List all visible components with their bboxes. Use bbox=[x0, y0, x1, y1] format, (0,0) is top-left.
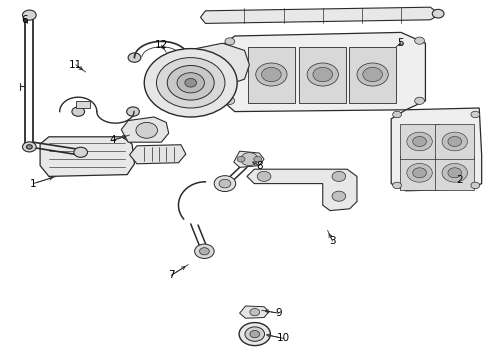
Circle shape bbox=[412, 168, 426, 178]
Polygon shape bbox=[129, 145, 185, 164]
Circle shape bbox=[214, 176, 235, 192]
Text: 4: 4 bbox=[109, 135, 116, 145]
Circle shape bbox=[244, 327, 264, 341]
Circle shape bbox=[447, 136, 461, 147]
Circle shape bbox=[182, 53, 194, 62]
Bar bbox=[348, 47, 395, 103]
Circle shape bbox=[253, 156, 261, 162]
Circle shape bbox=[74, 147, 87, 157]
Circle shape bbox=[126, 107, 139, 116]
Polygon shape bbox=[239, 306, 268, 318]
Circle shape bbox=[362, 67, 382, 82]
Circle shape bbox=[22, 142, 36, 152]
Circle shape bbox=[177, 73, 204, 93]
Text: 2: 2 bbox=[455, 175, 462, 185]
Text: 12: 12 bbox=[154, 40, 168, 50]
Circle shape bbox=[72, 107, 84, 116]
Text: 3: 3 bbox=[328, 236, 335, 246]
Circle shape bbox=[331, 191, 345, 201]
Circle shape bbox=[136, 122, 157, 138]
Circle shape bbox=[312, 67, 332, 82]
Circle shape bbox=[356, 63, 387, 86]
Circle shape bbox=[184, 78, 196, 87]
Circle shape bbox=[470, 182, 479, 189]
Circle shape bbox=[167, 66, 214, 100]
Circle shape bbox=[237, 156, 244, 162]
Circle shape bbox=[128, 53, 141, 62]
Circle shape bbox=[26, 145, 32, 149]
Circle shape bbox=[441, 163, 467, 182]
Text: 6: 6 bbox=[21, 15, 28, 25]
Circle shape bbox=[144, 49, 237, 117]
Circle shape bbox=[224, 97, 234, 104]
Circle shape bbox=[199, 248, 209, 255]
Circle shape bbox=[239, 323, 270, 346]
Text: 5: 5 bbox=[397, 38, 404, 48]
Polygon shape bbox=[222, 32, 425, 112]
Bar bbox=[434, 124, 473, 159]
Text: 7: 7 bbox=[167, 270, 174, 280]
Circle shape bbox=[406, 163, 431, 182]
Bar bbox=[399, 156, 438, 190]
Circle shape bbox=[156, 58, 224, 108]
Polygon shape bbox=[233, 151, 264, 167]
Circle shape bbox=[240, 153, 258, 166]
Text: 11: 11 bbox=[69, 60, 82, 70]
Bar bbox=[247, 47, 294, 103]
Bar bbox=[76, 101, 90, 108]
Polygon shape bbox=[390, 108, 481, 191]
Text: 10: 10 bbox=[277, 333, 289, 343]
Polygon shape bbox=[188, 50, 222, 101]
Circle shape bbox=[219, 179, 230, 188]
Circle shape bbox=[306, 63, 338, 86]
Circle shape bbox=[249, 309, 259, 316]
Circle shape bbox=[255, 63, 286, 86]
Text: 9: 9 bbox=[275, 308, 282, 318]
Circle shape bbox=[392, 111, 401, 118]
Circle shape bbox=[431, 9, 443, 18]
Polygon shape bbox=[121, 117, 168, 142]
Text: 1: 1 bbox=[30, 179, 37, 189]
Circle shape bbox=[194, 244, 214, 258]
Text: 8: 8 bbox=[255, 161, 262, 171]
Bar bbox=[399, 124, 438, 159]
Circle shape bbox=[392, 182, 401, 189]
Polygon shape bbox=[40, 137, 134, 176]
Bar bbox=[299, 47, 346, 103]
Polygon shape bbox=[200, 7, 439, 23]
Circle shape bbox=[414, 97, 424, 104]
Polygon shape bbox=[190, 43, 249, 86]
Circle shape bbox=[441, 132, 467, 151]
Circle shape bbox=[447, 168, 461, 178]
Circle shape bbox=[412, 136, 426, 147]
Circle shape bbox=[249, 330, 259, 338]
Bar bbox=[434, 156, 473, 190]
Circle shape bbox=[331, 171, 345, 181]
Circle shape bbox=[261, 67, 281, 82]
Circle shape bbox=[257, 171, 270, 181]
Circle shape bbox=[414, 37, 424, 44]
Circle shape bbox=[406, 132, 431, 151]
Circle shape bbox=[470, 111, 479, 118]
Circle shape bbox=[22, 10, 36, 20]
Circle shape bbox=[224, 38, 234, 45]
Polygon shape bbox=[246, 169, 356, 211]
